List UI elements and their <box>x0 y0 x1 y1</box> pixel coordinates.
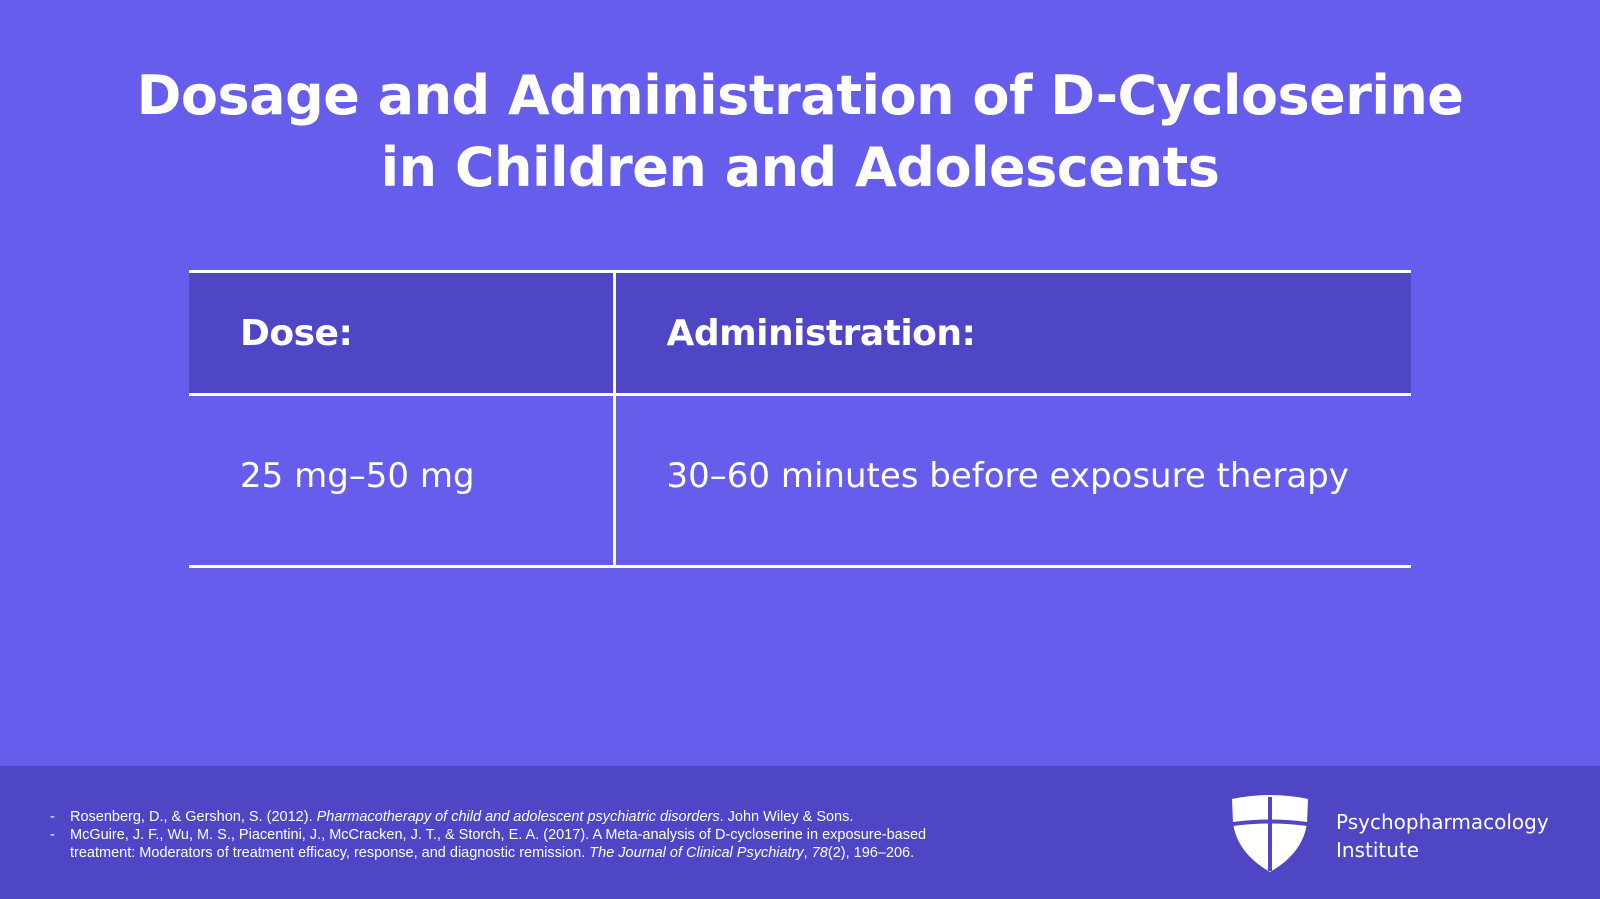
slide-title-line-1: Dosage and Administration of D-Cycloseri… <box>136 64 1464 127</box>
brand-name-line-2: Institute <box>1336 838 1420 862</box>
reference-journal: The Journal of Clinical Psychiatry <box>589 845 804 861</box>
shield-icon <box>1232 795 1308 872</box>
slide-title: Dosage and Administration of D-Cycloseri… <box>0 60 1600 204</box>
references-list: Rosenberg, D., & Gershon, S. (2012). Pha… <box>50 808 990 862</box>
reference-title: Pharmacotherapy of child and adolescent … <box>316 809 720 825</box>
table-row: 25 mg–50 mg 30–60 minutes before exposur… <box>189 394 1411 568</box>
table-header-row: Dose: Administration: <box>189 270 1411 396</box>
header-administration: Administration: <box>614 270 1411 396</box>
cell-administration-value: 30–60 minutes before exposure therapy <box>614 394 1411 568</box>
reference-text: McGuire, J. F., Wu, M. S., Piacentini, J… <box>70 827 927 861</box>
footer-bar: Rosenberg, D., & Gershon, S. (2012). Pha… <box>0 766 1600 899</box>
slide-title-line-2: in Children and Adolescents <box>380 136 1220 199</box>
reference-volume: 78 <box>811 845 828 861</box>
brand-name-line-1: Psychopharmacology <box>1336 810 1549 834</box>
reference-item: Rosenberg, D., & Gershon, S. (2012). Pha… <box>50 808 990 826</box>
reference-text: (2), 196–206. <box>827 845 915 861</box>
reference-item: McGuire, J. F., Wu, M. S., Piacentini, J… <box>50 826 990 862</box>
dosage-table: Dose: Administration: 25 mg–50 mg 30–60 … <box>189 270 1411 568</box>
reference-text: . John Wiley & Sons. <box>719 809 854 825</box>
reference-text: Rosenberg, D., & Gershon, S. (2012). <box>70 809 317 825</box>
brand-name: Psychopharmacology Institute <box>1336 808 1549 864</box>
header-dose: Dose: <box>189 270 616 396</box>
cell-dose-value: 25 mg–50 mg <box>189 394 616 568</box>
reference-separator: , <box>803 845 812 861</box>
